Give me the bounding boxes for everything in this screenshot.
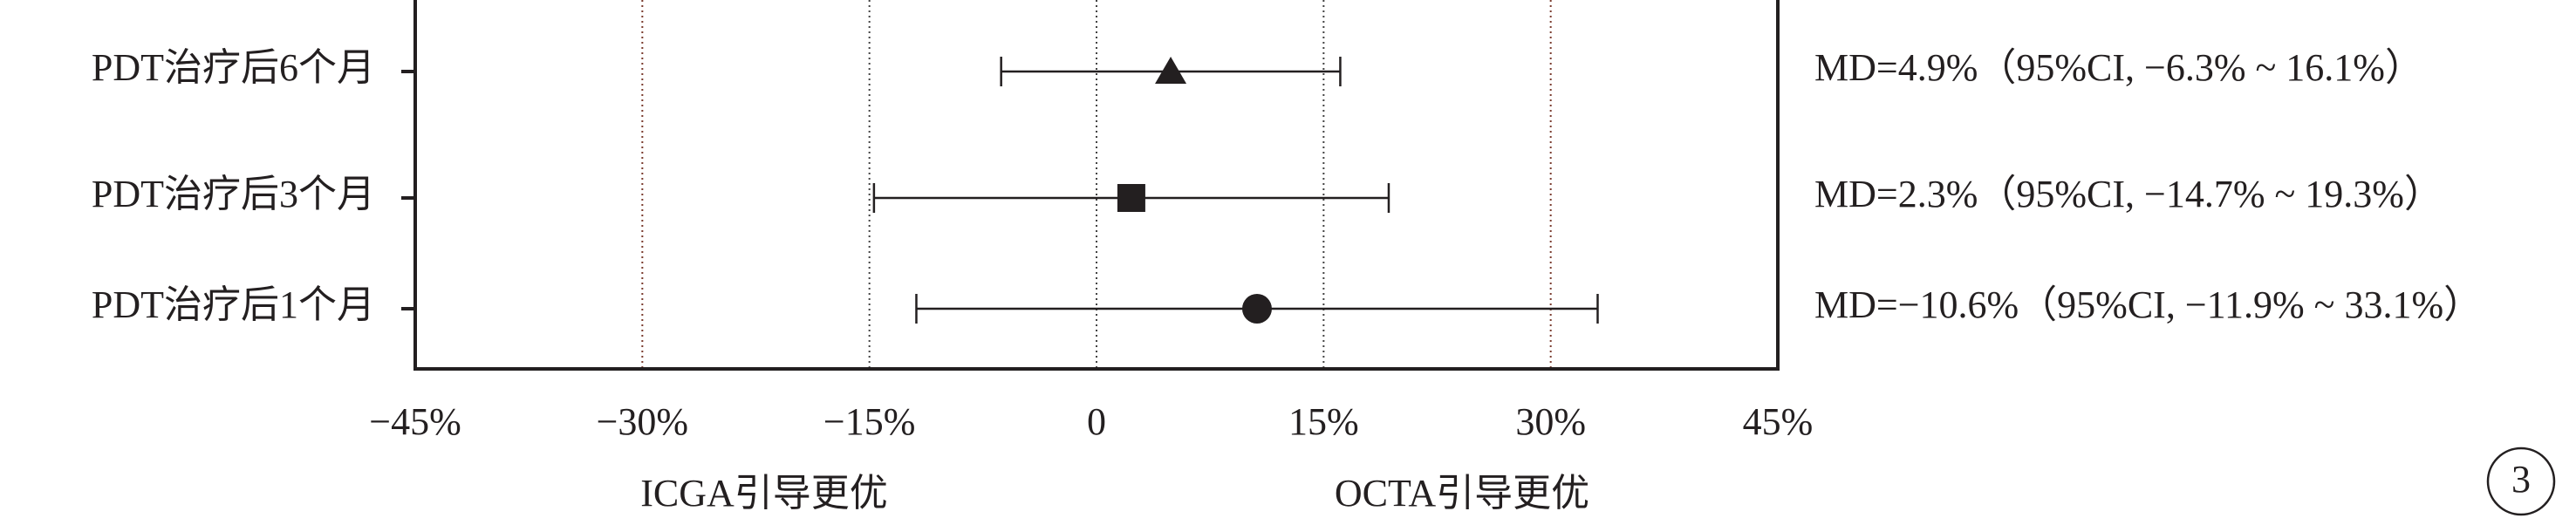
category-label: PDT治疗后1个月 <box>92 283 375 326</box>
category-label: PDT治疗后6个月 <box>92 46 375 89</box>
x-tick-label: −30% <box>597 400 688 443</box>
x-tick-label: 30% <box>1515 400 1586 443</box>
x-tick-label: 15% <box>1288 400 1359 443</box>
point-marker <box>1241 294 1272 324</box>
category-label: PDT治疗后3个月 <box>92 173 375 215</box>
point-marker <box>1155 57 1187 84</box>
x-tick-label: −45% <box>369 400 461 443</box>
x-tick-label: −15% <box>823 400 915 443</box>
annotation: MD=4.9%（95%CI, −6.3% ~ 16.1%） <box>1814 46 2423 89</box>
annotation: MD=−10.6%（95%CI, −11.9% ~ 33.1%） <box>1814 283 2482 326</box>
x-tick-label: 0 <box>1087 400 1106 443</box>
x-tick-label: 45% <box>1743 400 1814 443</box>
panel-circle <box>2486 447 2556 516</box>
x-axis-label: ICGA引导更优 <box>640 472 888 515</box>
panel-label: 3 <box>2511 458 2531 501</box>
point-marker <box>1117 184 1145 212</box>
annotation: MD=2.3%（95%CI, −14.7% ~ 19.3%） <box>1814 173 2443 215</box>
x-axis-label: OCTA引导更优 <box>1335 472 1589 515</box>
